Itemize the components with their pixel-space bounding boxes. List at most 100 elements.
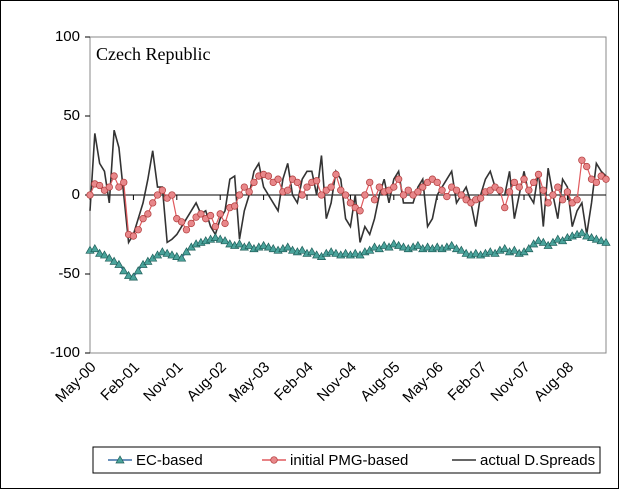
data-point — [390, 183, 398, 191]
data-point — [370, 196, 379, 204]
data-point — [181, 247, 192, 256]
legend-marker — [270, 456, 278, 464]
data-point — [128, 272, 139, 281]
data-point — [221, 219, 229, 228]
data-point — [510, 178, 519, 187]
data-point — [394, 175, 403, 183]
legend-label: EC-based — [136, 452, 203, 469]
data-point — [307, 247, 317, 256]
data-point — [538, 237, 548, 246]
data-point — [366, 178, 374, 187]
data-point — [172, 251, 182, 260]
data-point — [398, 242, 409, 251]
data-point — [283, 242, 293, 251]
data-point — [414, 188, 422, 196]
data-point — [225, 239, 235, 248]
data-point — [303, 183, 311, 191]
data-point — [563, 188, 572, 196]
y-tick-label: 50 — [63, 107, 80, 124]
data-point — [264, 172, 273, 180]
data-point — [297, 245, 307, 254]
data-point — [539, 186, 547, 194]
data-point — [187, 219, 195, 228]
data-point — [509, 245, 519, 254]
data-point — [287, 245, 298, 254]
data-point — [404, 186, 412, 194]
data-point — [341, 191, 350, 199]
data-point — [577, 228, 587, 237]
data-point — [115, 183, 123, 191]
data-point — [133, 266, 143, 275]
annotation: Czech Republic — [96, 44, 210, 64]
data-point — [220, 236, 230, 245]
data-point — [505, 188, 514, 196]
data-point — [485, 247, 495, 256]
data-point — [443, 192, 451, 201]
data-point — [331, 248, 341, 257]
data-point — [586, 232, 597, 242]
data-point — [211, 222, 220, 231]
data-point — [525, 186, 533, 194]
data-point — [139, 215, 147, 223]
data-point — [95, 248, 105, 257]
data-point — [591, 234, 601, 243]
data-point — [602, 175, 610, 183]
data-point — [244, 240, 254, 249]
data-point — [259, 240, 269, 249]
data-point — [167, 250, 177, 259]
data-point — [433, 178, 441, 187]
data-point — [337, 186, 345, 194]
data-point — [476, 194, 485, 202]
data-point — [451, 244, 462, 253]
data-point — [263, 242, 274, 251]
data-point — [313, 177, 321, 185]
data-point — [524, 244, 534, 253]
data-point — [340, 248, 351, 257]
data-point — [419, 183, 427, 191]
data-point — [549, 191, 557, 199]
data-point — [346, 199, 355, 207]
data-point — [394, 240, 404, 249]
data-point — [500, 244, 510, 253]
data-point — [447, 240, 457, 249]
data-point — [162, 248, 172, 257]
data-point — [158, 186, 166, 194]
data-point — [274, 175, 282, 183]
legend — [92, 446, 601, 474]
data-point — [422, 242, 433, 251]
y-tick-label: -50 — [58, 265, 80, 282]
data-point — [452, 186, 461, 194]
data-point — [206, 211, 215, 220]
data-point — [534, 170, 543, 179]
data-point — [520, 175, 528, 183]
data-point — [250, 178, 258, 187]
data-point — [268, 244, 278, 253]
data-point — [157, 247, 167, 256]
data-point — [182, 226, 191, 234]
legend-label: actual D.Spreads — [480, 452, 595, 469]
data-point — [361, 191, 369, 199]
data-point — [144, 210, 152, 218]
data-point — [197, 210, 205, 218]
data-point — [312, 250, 322, 259]
data-point — [105, 183, 113, 191]
data-point — [327, 183, 335, 191]
data-point — [332, 170, 340, 179]
data-point — [356, 207, 364, 215]
data-point — [153, 191, 162, 199]
data-point — [99, 250, 110, 259]
data-point — [104, 253, 114, 262]
data-point — [350, 248, 360, 257]
data-point — [284, 186, 292, 194]
data-point — [109, 256, 119, 265]
data-point — [457, 191, 465, 199]
data-point — [582, 231, 592, 240]
data-point — [110, 172, 118, 180]
data-point — [293, 178, 302, 187]
data-point — [129, 232, 138, 240]
data-point — [515, 183, 523, 191]
data-point — [596, 236, 606, 245]
data-point — [592, 178, 601, 187]
data-point — [120, 178, 128, 187]
data-point — [583, 162, 591, 171]
